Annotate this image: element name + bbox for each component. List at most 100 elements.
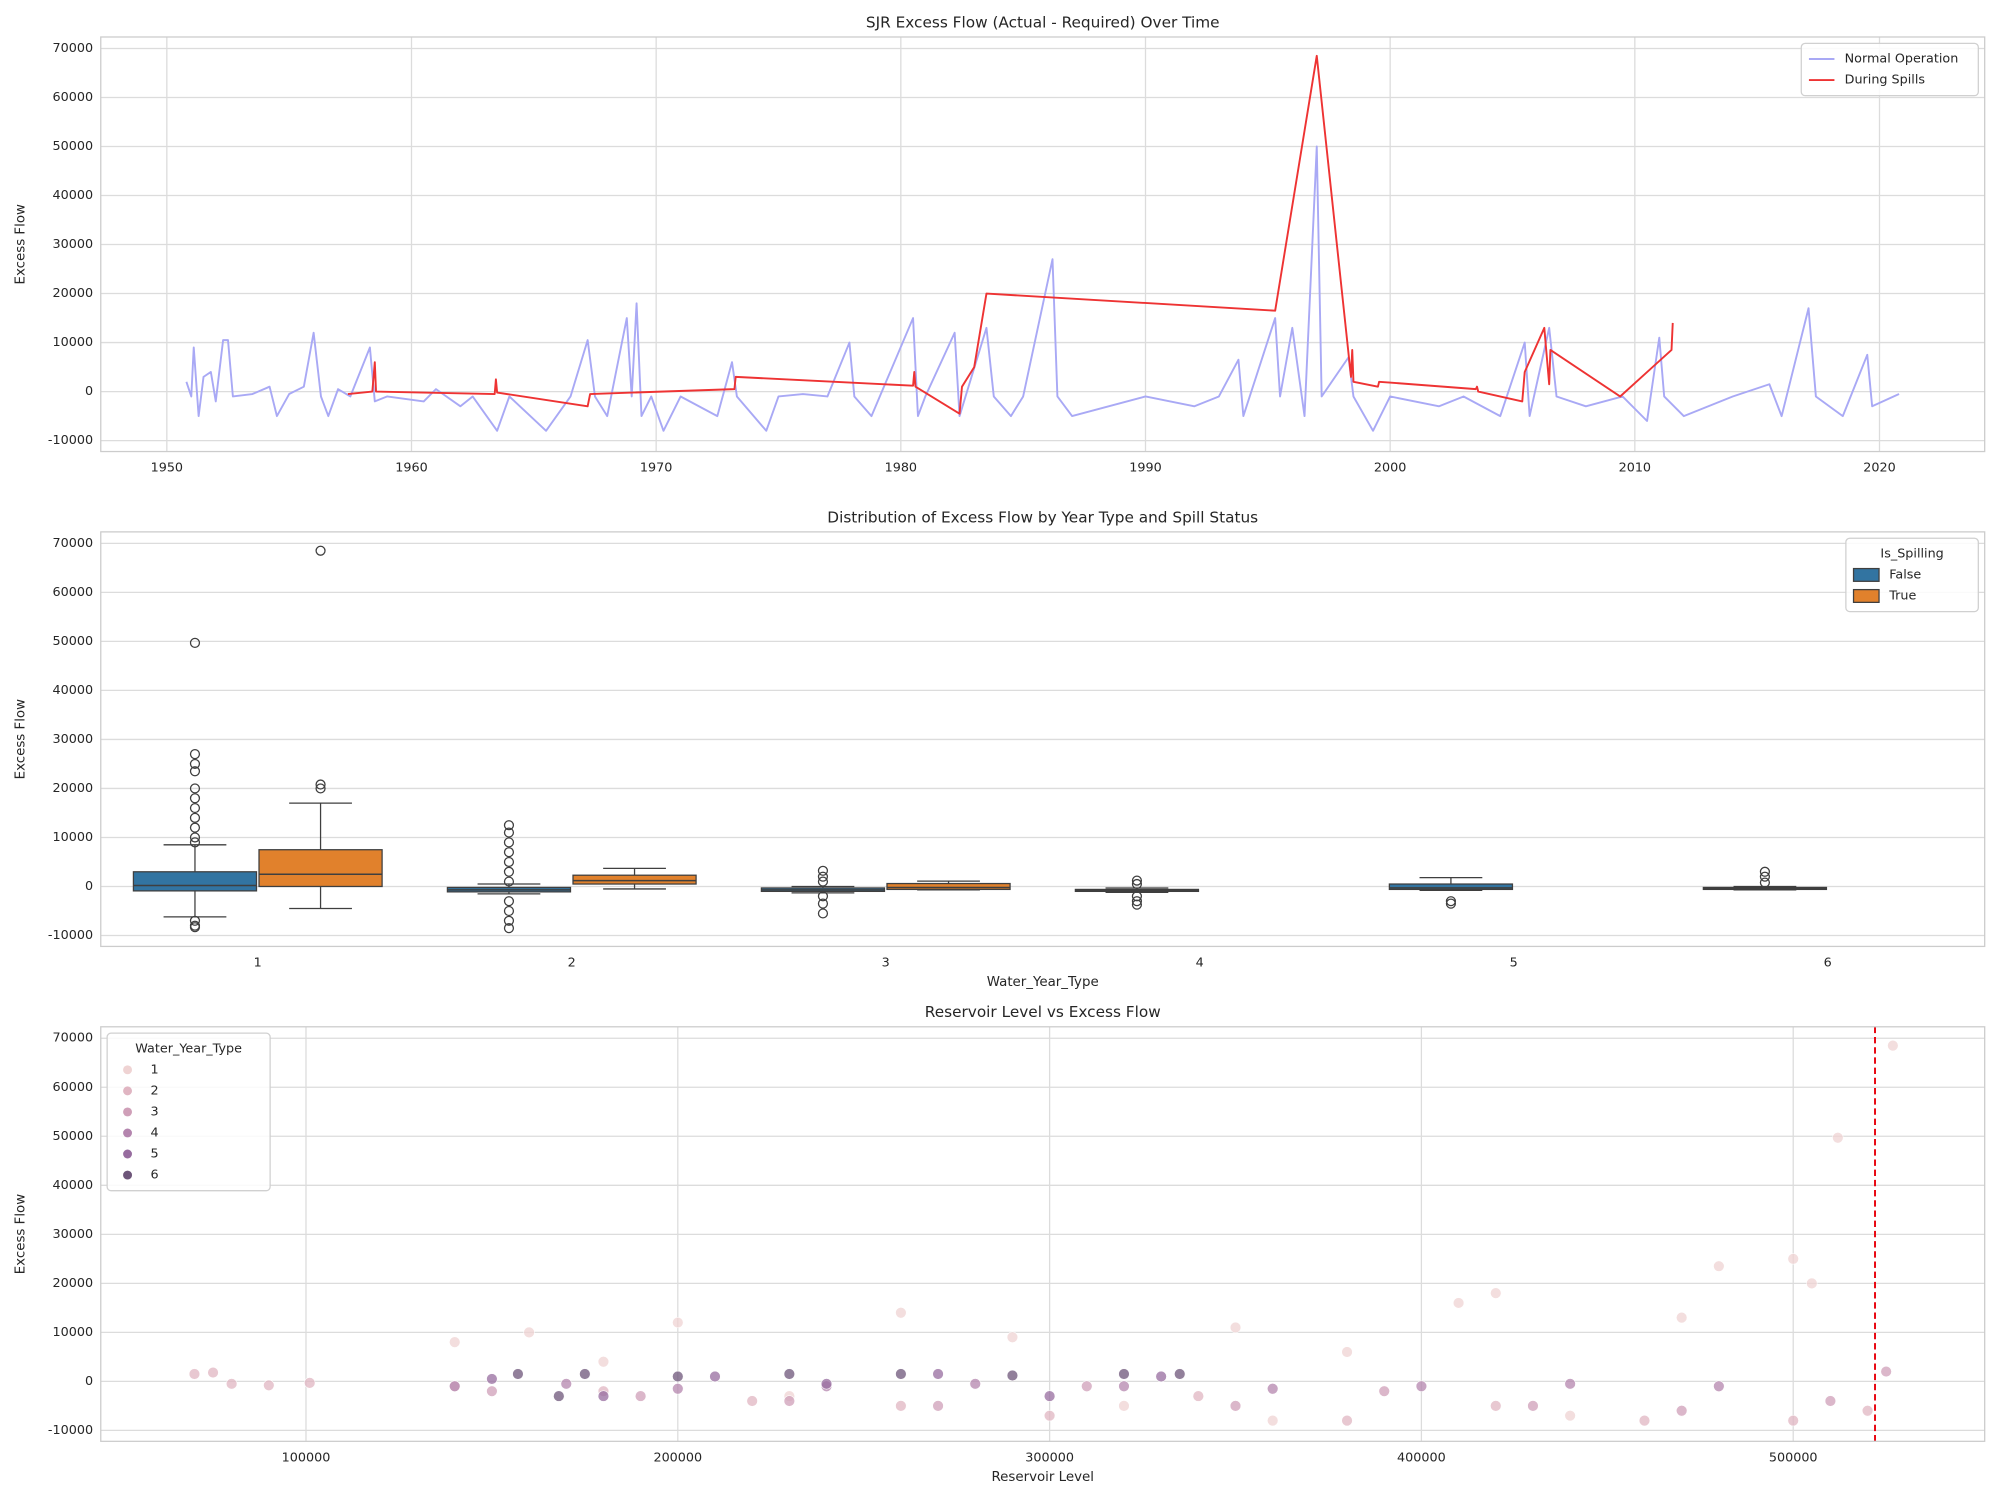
- outlier: [189, 766, 201, 777]
- box: [1388, 883, 1514, 891]
- outlier: [1759, 877, 1771, 888]
- scatter-point: [672, 1370, 684, 1383]
- scatter-point: [746, 1395, 758, 1407]
- legend-label: 2: [151, 1083, 159, 1098]
- outlier: [817, 865, 829, 876]
- y-tick-label: 60000: [53, 1080, 94, 1095]
- legend: Water_Year_Type 1 2 3 4 5 6: [106, 1032, 271, 1192]
- legend-swatch: [123, 1128, 133, 1138]
- plot-frame: [100, 531, 1986, 948]
- chart-title: SJR Excess Flow (Actual - Required) Over…: [866, 13, 1220, 31]
- scatter-point: [597, 1390, 610, 1402]
- outlier: [817, 876, 829, 887]
- y-axis-label: Excess Flow: [13, 1194, 28, 1274]
- scatter-point: [553, 1390, 565, 1402]
- outlier: [189, 802, 201, 814]
- x-tick-label: 1: [254, 956, 262, 971]
- outlier: [503, 896, 515, 907]
- y-tick-label: 20000: [53, 1276, 94, 1291]
- scatter-point: [635, 1390, 647, 1402]
- legend-swatch: [123, 1170, 133, 1180]
- outlier: [503, 876, 515, 887]
- y-tick-label: -10000: [48, 1423, 93, 1438]
- y-tick-label: -10000: [48, 928, 93, 943]
- legend-title: Water_Year_Type: [135, 1041, 242, 1056]
- scatter-point: [709, 1370, 721, 1383]
- outlier: [189, 837, 201, 848]
- scatter-point: [1118, 1380, 1130, 1392]
- x-tick-label: 1960: [395, 461, 427, 476]
- y-tick-label: 40000: [53, 188, 94, 203]
- outlier: [503, 905, 515, 917]
- outlier: [1131, 899, 1143, 910]
- outlier: [315, 545, 326, 556]
- scatter-point: [188, 1368, 201, 1380]
- outlier: [1131, 896, 1143, 907]
- x-tick-label: 2000: [1374, 461, 1406, 476]
- x-axis-label: Reservoir Level: [991, 1470, 1094, 1485]
- outlier: [189, 637, 201, 648]
- scatter-point: [1081, 1380, 1093, 1392]
- legend-frame: [106, 1032, 271, 1192]
- legend-swatch: [1852, 588, 1880, 603]
- outlier: [817, 908, 829, 919]
- y-tick-label: 70000: [53, 536, 94, 551]
- scatter-point: [263, 1379, 275, 1391]
- scatter-point: [523, 1326, 535, 1338]
- subplot: Distribution of Excess Flow by Year Type…: [13, 508, 1986, 990]
- scatter-point: [1713, 1260, 1725, 1272]
- scatter-point: [672, 1316, 684, 1329]
- x-tick-label: 1980: [885, 461, 917, 476]
- scatter-point: [932, 1400, 944, 1412]
- y-tick-label: 70000: [53, 41, 94, 56]
- outlier: [189, 822, 201, 833]
- scatter-point: [1787, 1414, 1799, 1427]
- legend-title: Is_Spilling: [1880, 546, 1943, 561]
- y-tick-label: 0: [85, 879, 93, 894]
- scatter-point: [783, 1368, 795, 1380]
- scatter-point: [1267, 1383, 1279, 1395]
- box: [258, 849, 383, 888]
- scatter-point: [1118, 1368, 1130, 1380]
- scatter-point: [1861, 1405, 1874, 1417]
- scatter-point: [1787, 1253, 1799, 1265]
- legend-swatch: [123, 1065, 133, 1075]
- x-tick-label: 2020: [1863, 461, 1895, 476]
- scatter-point: [1006, 1369, 1019, 1382]
- x-tick-label: 1950: [151, 461, 183, 476]
- scatter-point: [1564, 1410, 1576, 1422]
- series-line: [185, 145, 1900, 432]
- scatter-point: [1880, 1365, 1892, 1378]
- x-tick-label: 100000: [282, 1450, 331, 1465]
- scatter-point: [597, 1356, 610, 1368]
- outlier: [503, 866, 515, 877]
- outlier: [1759, 866, 1771, 877]
- y-tick-label: 10000: [53, 830, 94, 845]
- y-tick-label: 30000: [53, 237, 94, 252]
- legend-label: 4: [151, 1125, 159, 1140]
- x-tick-label: 2: [568, 956, 576, 971]
- outlier: [503, 820, 515, 831]
- x-tick-label: 400000: [1397, 1450, 1446, 1465]
- scatter-point: [1341, 1414, 1353, 1427]
- scatter-point: [969, 1378, 981, 1390]
- x-tick-label: 500000: [1769, 1450, 1818, 1465]
- scatter-point: [1155, 1370, 1167, 1383]
- x-tick-label: 200000: [653, 1450, 702, 1465]
- series-line: [347, 54, 1674, 415]
- legend-swatch: [123, 1086, 133, 1096]
- legend-label: 5: [151, 1147, 159, 1162]
- y-tick-label: 60000: [53, 90, 94, 105]
- outlier: [189, 915, 201, 926]
- y-tick-label: 50000: [53, 1129, 94, 1144]
- scatter-point: [226, 1378, 238, 1390]
- x-tick-label: 4: [1196, 956, 1204, 971]
- outlier: [817, 891, 829, 902]
- scatter-point: [1378, 1385, 1390, 1397]
- x-tick-label: 6: [1824, 956, 1832, 971]
- scatter-point: [895, 1307, 907, 1319]
- scatter-point: [486, 1385, 498, 1397]
- scatter-point: [1564, 1378, 1576, 1390]
- scatter-point: [1490, 1287, 1502, 1299]
- outlier: [503, 923, 515, 934]
